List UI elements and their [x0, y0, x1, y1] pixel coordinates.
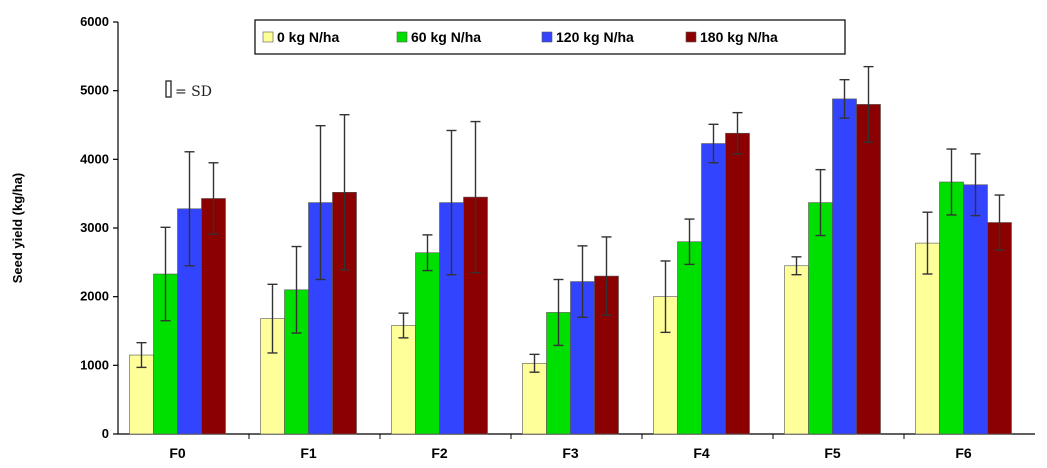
legend-swatch: [541, 31, 553, 43]
bar-f6-3: [963, 184, 988, 435]
x-tick-label: F5: [824, 445, 841, 461]
bar-f0-4: [201, 198, 226, 435]
error-bars: [136, 65, 1005, 373]
bar-f4-2: [677, 241, 702, 435]
sd-errorbar-icon: [165, 80, 172, 98]
bar-f0-1: [129, 354, 154, 435]
x-tick-label: F0: [169, 445, 186, 461]
bar-f5-4: [856, 104, 881, 435]
y-tick-label: 6000: [80, 14, 109, 29]
y-tick-label: 5000: [80, 83, 109, 98]
y-tick-labels: 0 1000 2000 3000 4000 5000 6000: [80, 14, 109, 441]
bar-f6-2: [939, 181, 964, 435]
bar-f5-1: [784, 265, 809, 435]
legend-entry: 180 kg N/ha: [700, 29, 778, 45]
y-tick-label: 2000: [80, 289, 109, 304]
bar-f6-1: [915, 242, 940, 435]
y-tick-label: 1000: [80, 357, 109, 372]
legend-swatch: [685, 31, 697, 43]
bar-f2-1: [391, 325, 416, 435]
x-tick-labels: F0 F1 F2 F3 F4 F5 F6: [169, 445, 972, 461]
legend-swatch: [262, 31, 274, 43]
legend-entry: 120 kg N/ha: [556, 29, 634, 45]
bar-f3-1: [522, 362, 547, 435]
y-tick-label: 0: [102, 426, 109, 441]
x-tick-label: F3: [562, 445, 579, 461]
bar-f4-3: [701, 143, 726, 435]
sd-annotation: = SD: [165, 80, 212, 100]
x-tick-label: F4: [693, 445, 710, 461]
y-axis-label: Seed yield (kg/ha): [10, 173, 25, 284]
x-tick-label: F2: [431, 445, 448, 461]
x-tick-label: F1: [300, 445, 317, 461]
bar-f6-4: [987, 222, 1012, 435]
bar-f5-2: [808, 202, 833, 435]
bar-f4-4: [725, 132, 750, 435]
legend-swatch: [396, 31, 408, 43]
legend-entry: 60 kg N/ha: [411, 29, 481, 45]
y-tick-label: 4000: [80, 151, 109, 166]
x-tick-label: F6: [955, 445, 972, 461]
legend-entry: 0 kg N/ha: [277, 29, 339, 45]
bar-f5-3: [832, 98, 857, 435]
bar-f2-2: [415, 252, 440, 435]
y-tick-label: 3000: [80, 220, 109, 235]
sd-annotation-text: = SD: [175, 84, 212, 100]
bars: [129, 98, 1012, 435]
legend: 0 kg N/ha 60 kg N/ha 120 kg N/ha 180 kg N/h…: [254, 19, 846, 55]
